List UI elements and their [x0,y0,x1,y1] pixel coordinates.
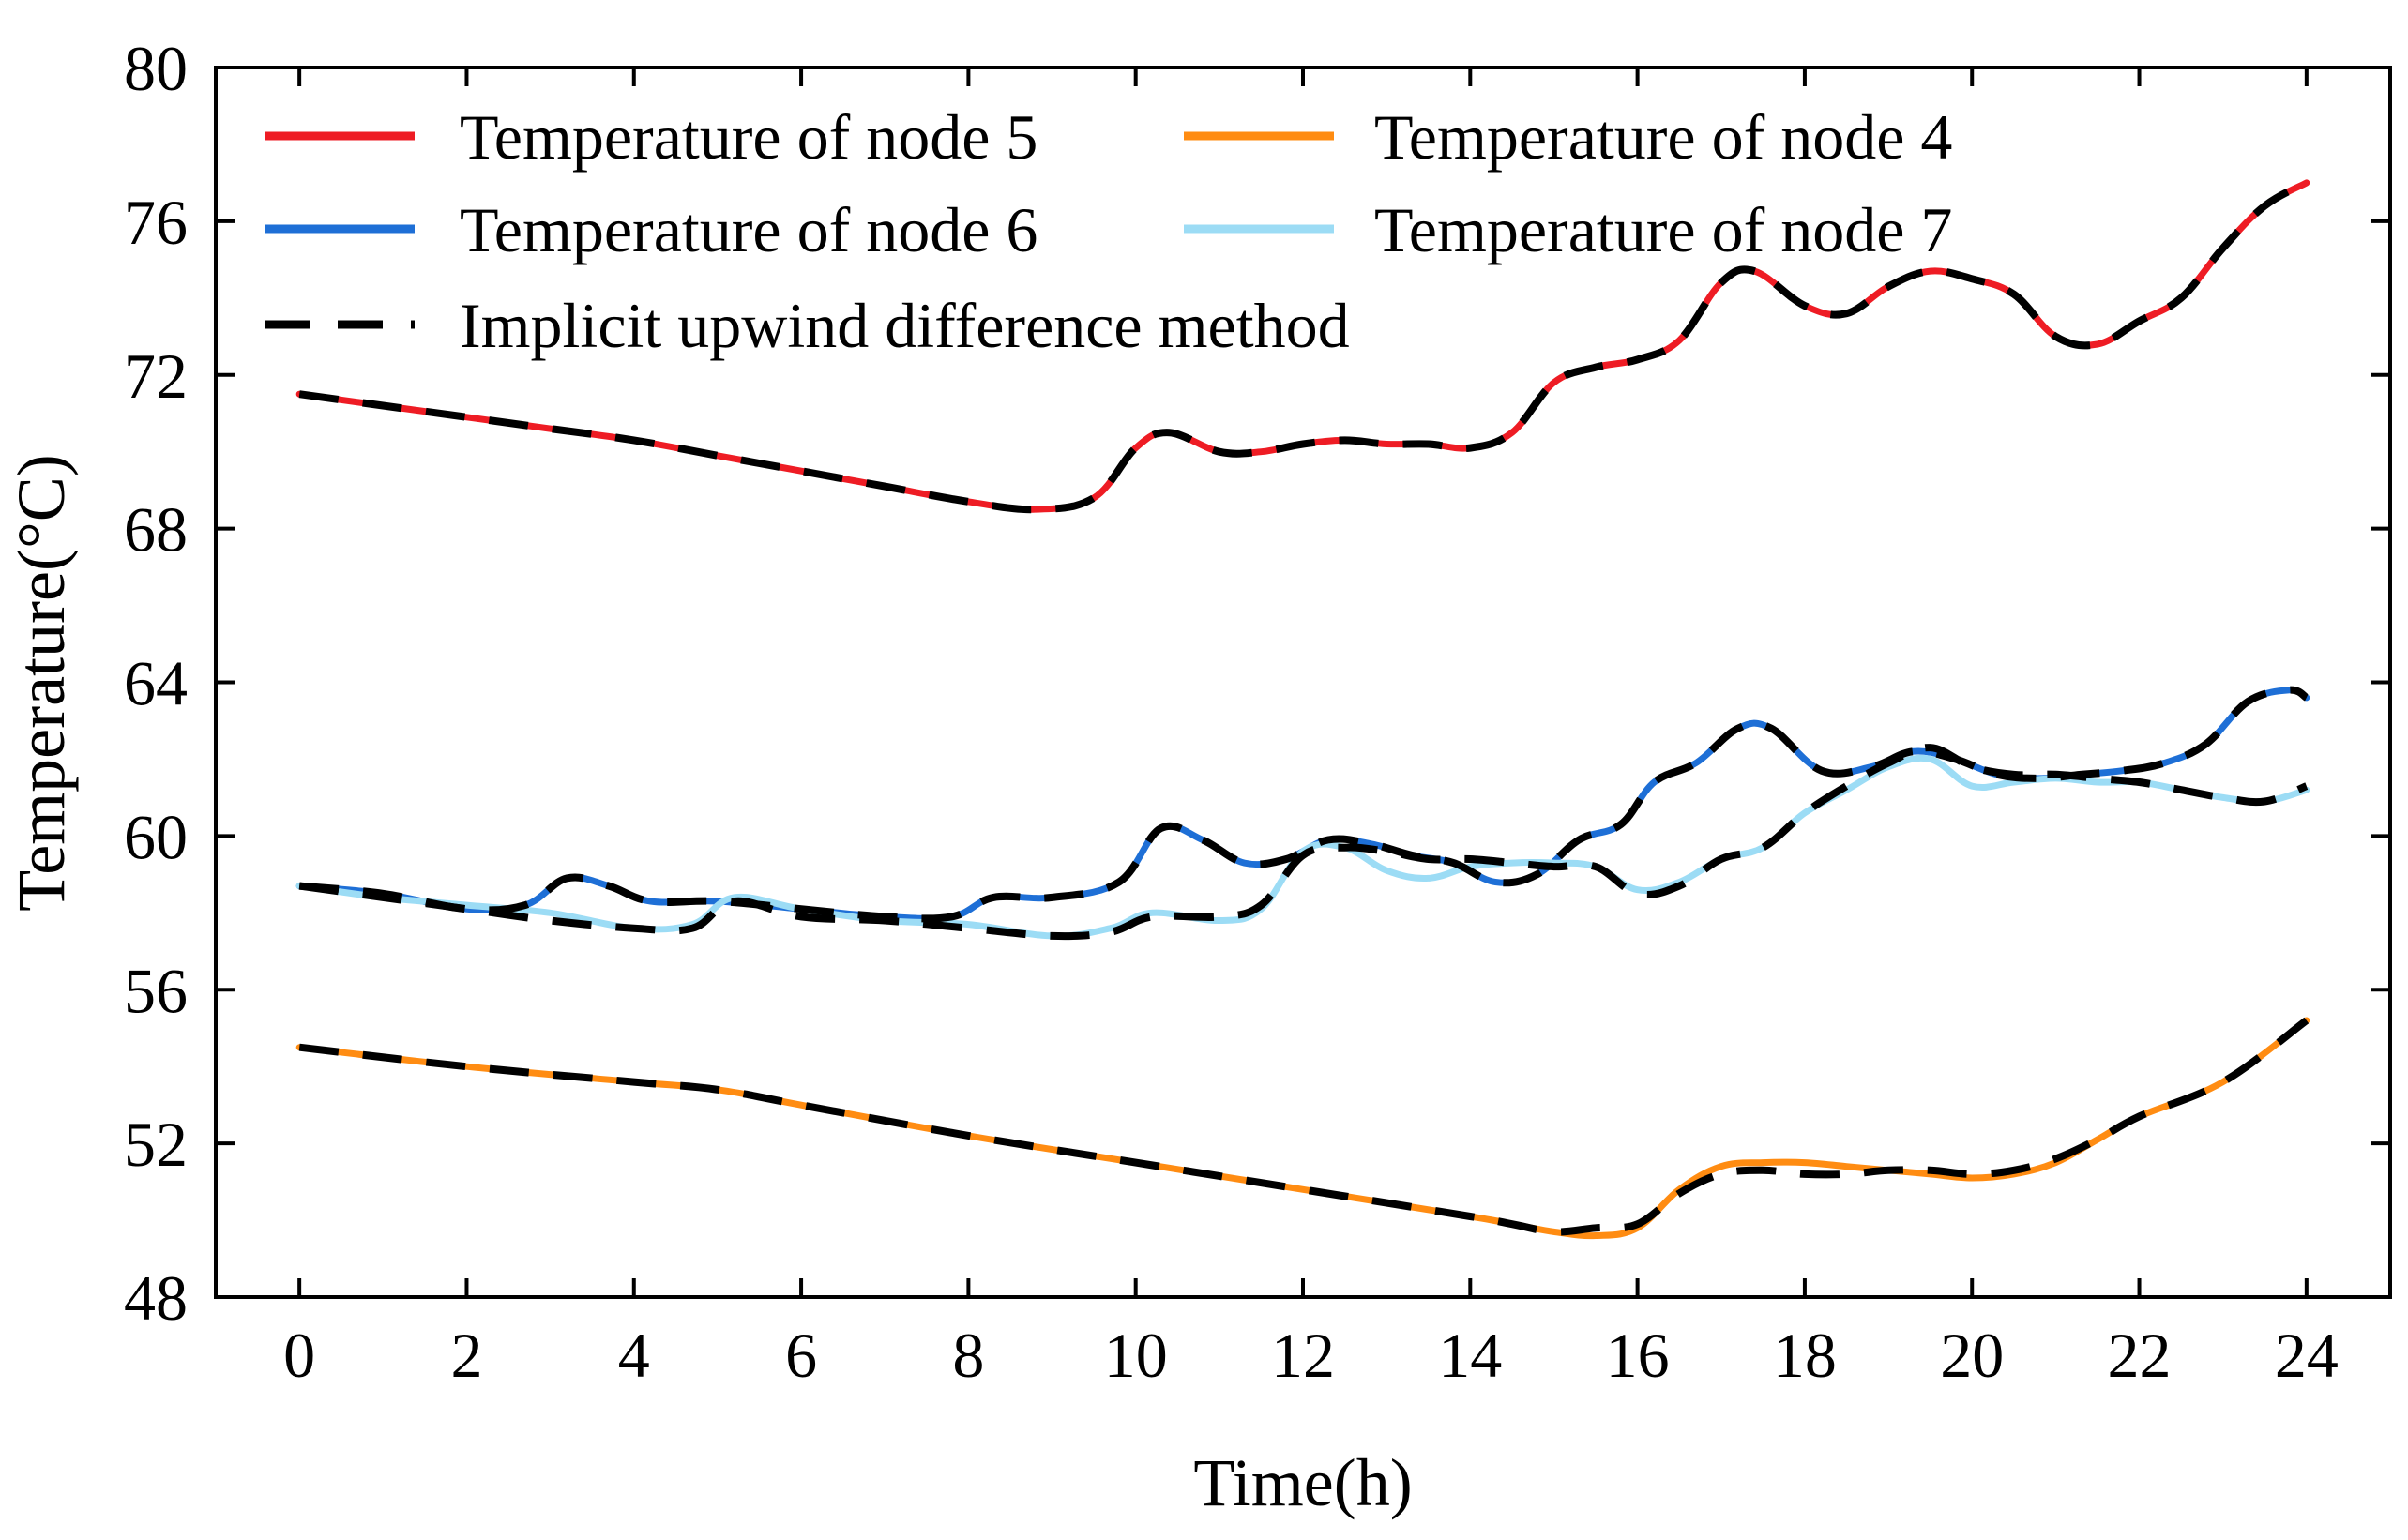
x-tick-label: 18 [1773,1320,1837,1391]
y-axis-title: Temperature(°C) [4,454,79,912]
series-line-implicit-upwind-2 [298,686,2310,923]
x-tick-label: 2 [450,1320,482,1391]
x-tick-label: 14 [1438,1320,1502,1391]
y-tick-label: 64 [124,648,188,719]
series-line-node-6 [295,687,2310,922]
series-line-implicit-upwind-3 [298,744,2309,941]
y-tick-label: 52 [124,1109,188,1180]
x-tick-label: 4 [618,1320,650,1391]
x-tick-label: 22 [2108,1320,2172,1391]
y-tick-label: 56 [124,955,188,1026]
plot-lines [295,179,2310,1240]
legend-label-node-5: Temperature of node 5 [460,101,1037,173]
y-tick-label: 48 [124,1262,188,1334]
x-tick-label: 16 [1606,1320,1670,1391]
legend-label-node-7: Temperature of node 7 [1374,194,1952,265]
x-tick-label: 6 [785,1320,817,1391]
axis-ticks [216,66,2390,1299]
y-tick-label: 60 [124,801,188,872]
x-tick-label: 8 [952,1320,984,1391]
legend-label-node-4: Temperature of node 4 [1374,101,1952,173]
y-tick-label: 68 [124,494,188,566]
y-tick-label: 80 [124,33,188,104]
x-tick-label: 0 [283,1320,315,1391]
x-tick-label: 10 [1104,1320,1168,1391]
series-line-implicit-upwind-0 [298,179,2309,514]
legend: Temperature of node 5 Temperature of nod… [265,101,1952,361]
x-tick-label: 12 [1271,1320,1335,1391]
legend-label-implicit-upwind: Implicit upwind difference method [460,290,1350,361]
series-line-implicit-upwind-1 [298,1017,2310,1236]
x-axis-title: Time(h) [1193,1445,1412,1520]
y-tick-label: 76 [124,187,188,258]
x-tick-label: 24 [2275,1320,2339,1391]
x-tick-label: 20 [1940,1320,2004,1391]
legend-label-node-6: Temperature of node 6 [460,194,1037,265]
y-tick-label: 72 [124,340,188,412]
plot-frame [214,66,2392,1299]
series-line-node-4 [295,1017,2310,1240]
series-line-node-7 [295,754,2310,940]
